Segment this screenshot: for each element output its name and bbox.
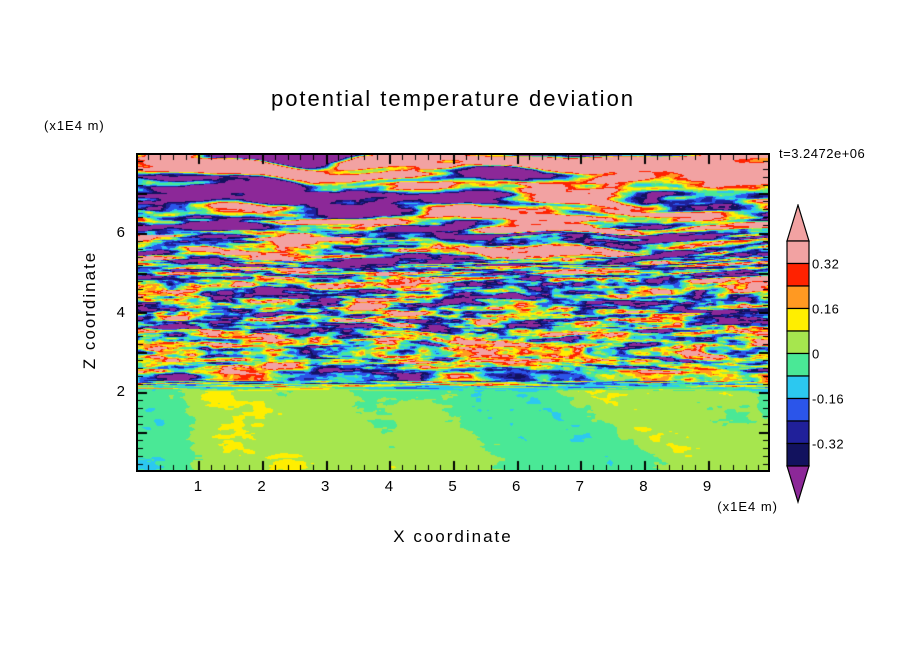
x-axis-title: X coordinate	[393, 527, 513, 546]
y-tick-label: 2	[116, 383, 126, 401]
x-axis-unit-label: (x1E4 m)	[717, 499, 778, 514]
x-tick-label: 4	[384, 478, 395, 495]
colorbar-underflow-arrow	[786, 465, 810, 504]
timestamp-label: t=3.2472e+06	[779, 146, 866, 161]
colorbar-box	[786, 330, 810, 355]
colorbar	[786, 204, 810, 504]
plot-title: potential temperature deviation	[270, 86, 636, 111]
colorbar-tick-label: 0.32	[812, 256, 840, 271]
y-tick-label: 4	[116, 303, 126, 321]
x-tick-label: 2	[257, 478, 267, 495]
y-tick-label: 6	[116, 223, 126, 241]
colorbar-box	[786, 307, 810, 332]
x-tick-label: 8	[639, 478, 649, 495]
colorbar-tick-label: 0	[812, 346, 820, 361]
colorbar-box	[786, 375, 810, 400]
colorbar-box	[786, 420, 810, 445]
colorbar-box	[786, 262, 810, 287]
x-tick-label: 6	[511, 478, 522, 495]
x-tick-label: 1	[193, 478, 204, 495]
x-tick-label: 5	[448, 478, 458, 495]
colorbar-box	[786, 397, 810, 422]
colorbar-tick-label: -0.32	[812, 436, 845, 451]
colorbar-overflow-arrow	[786, 204, 810, 242]
z-axis-unit-label: (x1E4 m)	[44, 118, 105, 133]
colorbar-tick-label: -0.16	[812, 391, 845, 406]
x-tick-label: 3	[321, 478, 331, 495]
colorbar-box	[786, 442, 810, 467]
colorbar-box	[786, 352, 810, 377]
colorbar-box	[786, 240, 810, 265]
colorbar-tick-label: 0.16	[812, 301, 840, 316]
heatmap-canvas	[136, 153, 770, 472]
x-tick-label: 9	[702, 478, 713, 495]
colorbar-box	[786, 285, 810, 310]
x-tick-label: 7	[575, 478, 585, 495]
